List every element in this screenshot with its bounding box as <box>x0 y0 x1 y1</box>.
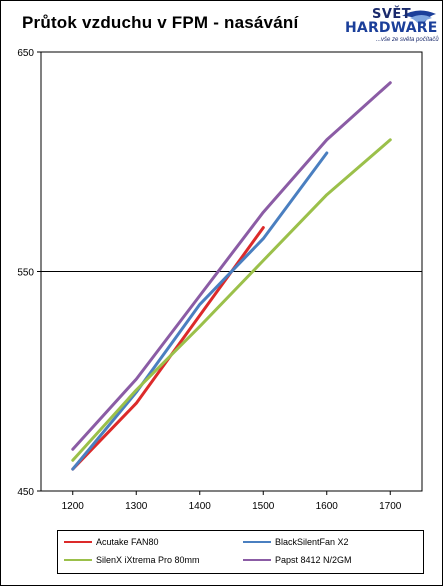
legend-label: BlackSilentFan X2 <box>275 537 349 547</box>
series-line-3 <box>71 81 392 451</box>
y-tick-label: 650 <box>17 48 34 59</box>
legend-swatch-silenx <box>64 559 92 561</box>
x-tick-label: 1500 <box>252 501 275 512</box>
legend-swatch-papst <box>243 559 271 561</box>
legend-label: SilenX iXtrema Pro 80mm <box>96 555 200 565</box>
x-tick-label: 1600 <box>316 501 339 512</box>
legend: Acutake FAN80 BlackSilentFan X2 SilenX i… <box>57 530 424 574</box>
legend-label: Papst 8412 N/2GM <box>275 555 352 565</box>
legend-label: Acutake FAN80 <box>96 537 159 547</box>
chart-title: Průtok vzduchu v FPM - nasávání <box>22 13 299 32</box>
logo-tagline: ...vše ze světa počítačů <box>376 37 439 43</box>
x-tick-label: 1400 <box>189 501 212 512</box>
series-line-1 <box>71 151 329 471</box>
series-lines <box>71 81 392 471</box>
tick-labels: 1200 1300 1400 1500 1600 1700 450 550 650 <box>17 48 401 512</box>
legend-swatch-blacksilentfan <box>243 541 271 543</box>
x-tick-label: 1200 <box>62 501 85 512</box>
series-line-2 <box>71 138 392 462</box>
x-tick-label: 1300 <box>125 501 148 512</box>
legend-item-acutake: Acutake FAN80 <box>64 537 159 547</box>
legend-item-papst: Papst 8412 N/2GM <box>243 555 352 565</box>
svet-hardware-logo: SVĚT HARDWARE ...vše ze světa počítačů <box>340 6 439 46</box>
legend-swatch-acutake <box>64 541 92 543</box>
legend-item-silenx: SilenX iXtrema Pro 80mm <box>64 555 200 565</box>
logo-text-hardware: HARDWARE <box>345 20 438 36</box>
legend-item-blacksilentfan: BlackSilentFan X2 <box>243 537 349 547</box>
logo-text-svet: SVĚT <box>372 7 412 22</box>
y-tick-label: 450 <box>17 487 34 498</box>
y-tick-label: 550 <box>17 268 34 279</box>
logo-swoosh-icon <box>402 10 436 26</box>
x-tick-label: 1700 <box>379 501 402 512</box>
